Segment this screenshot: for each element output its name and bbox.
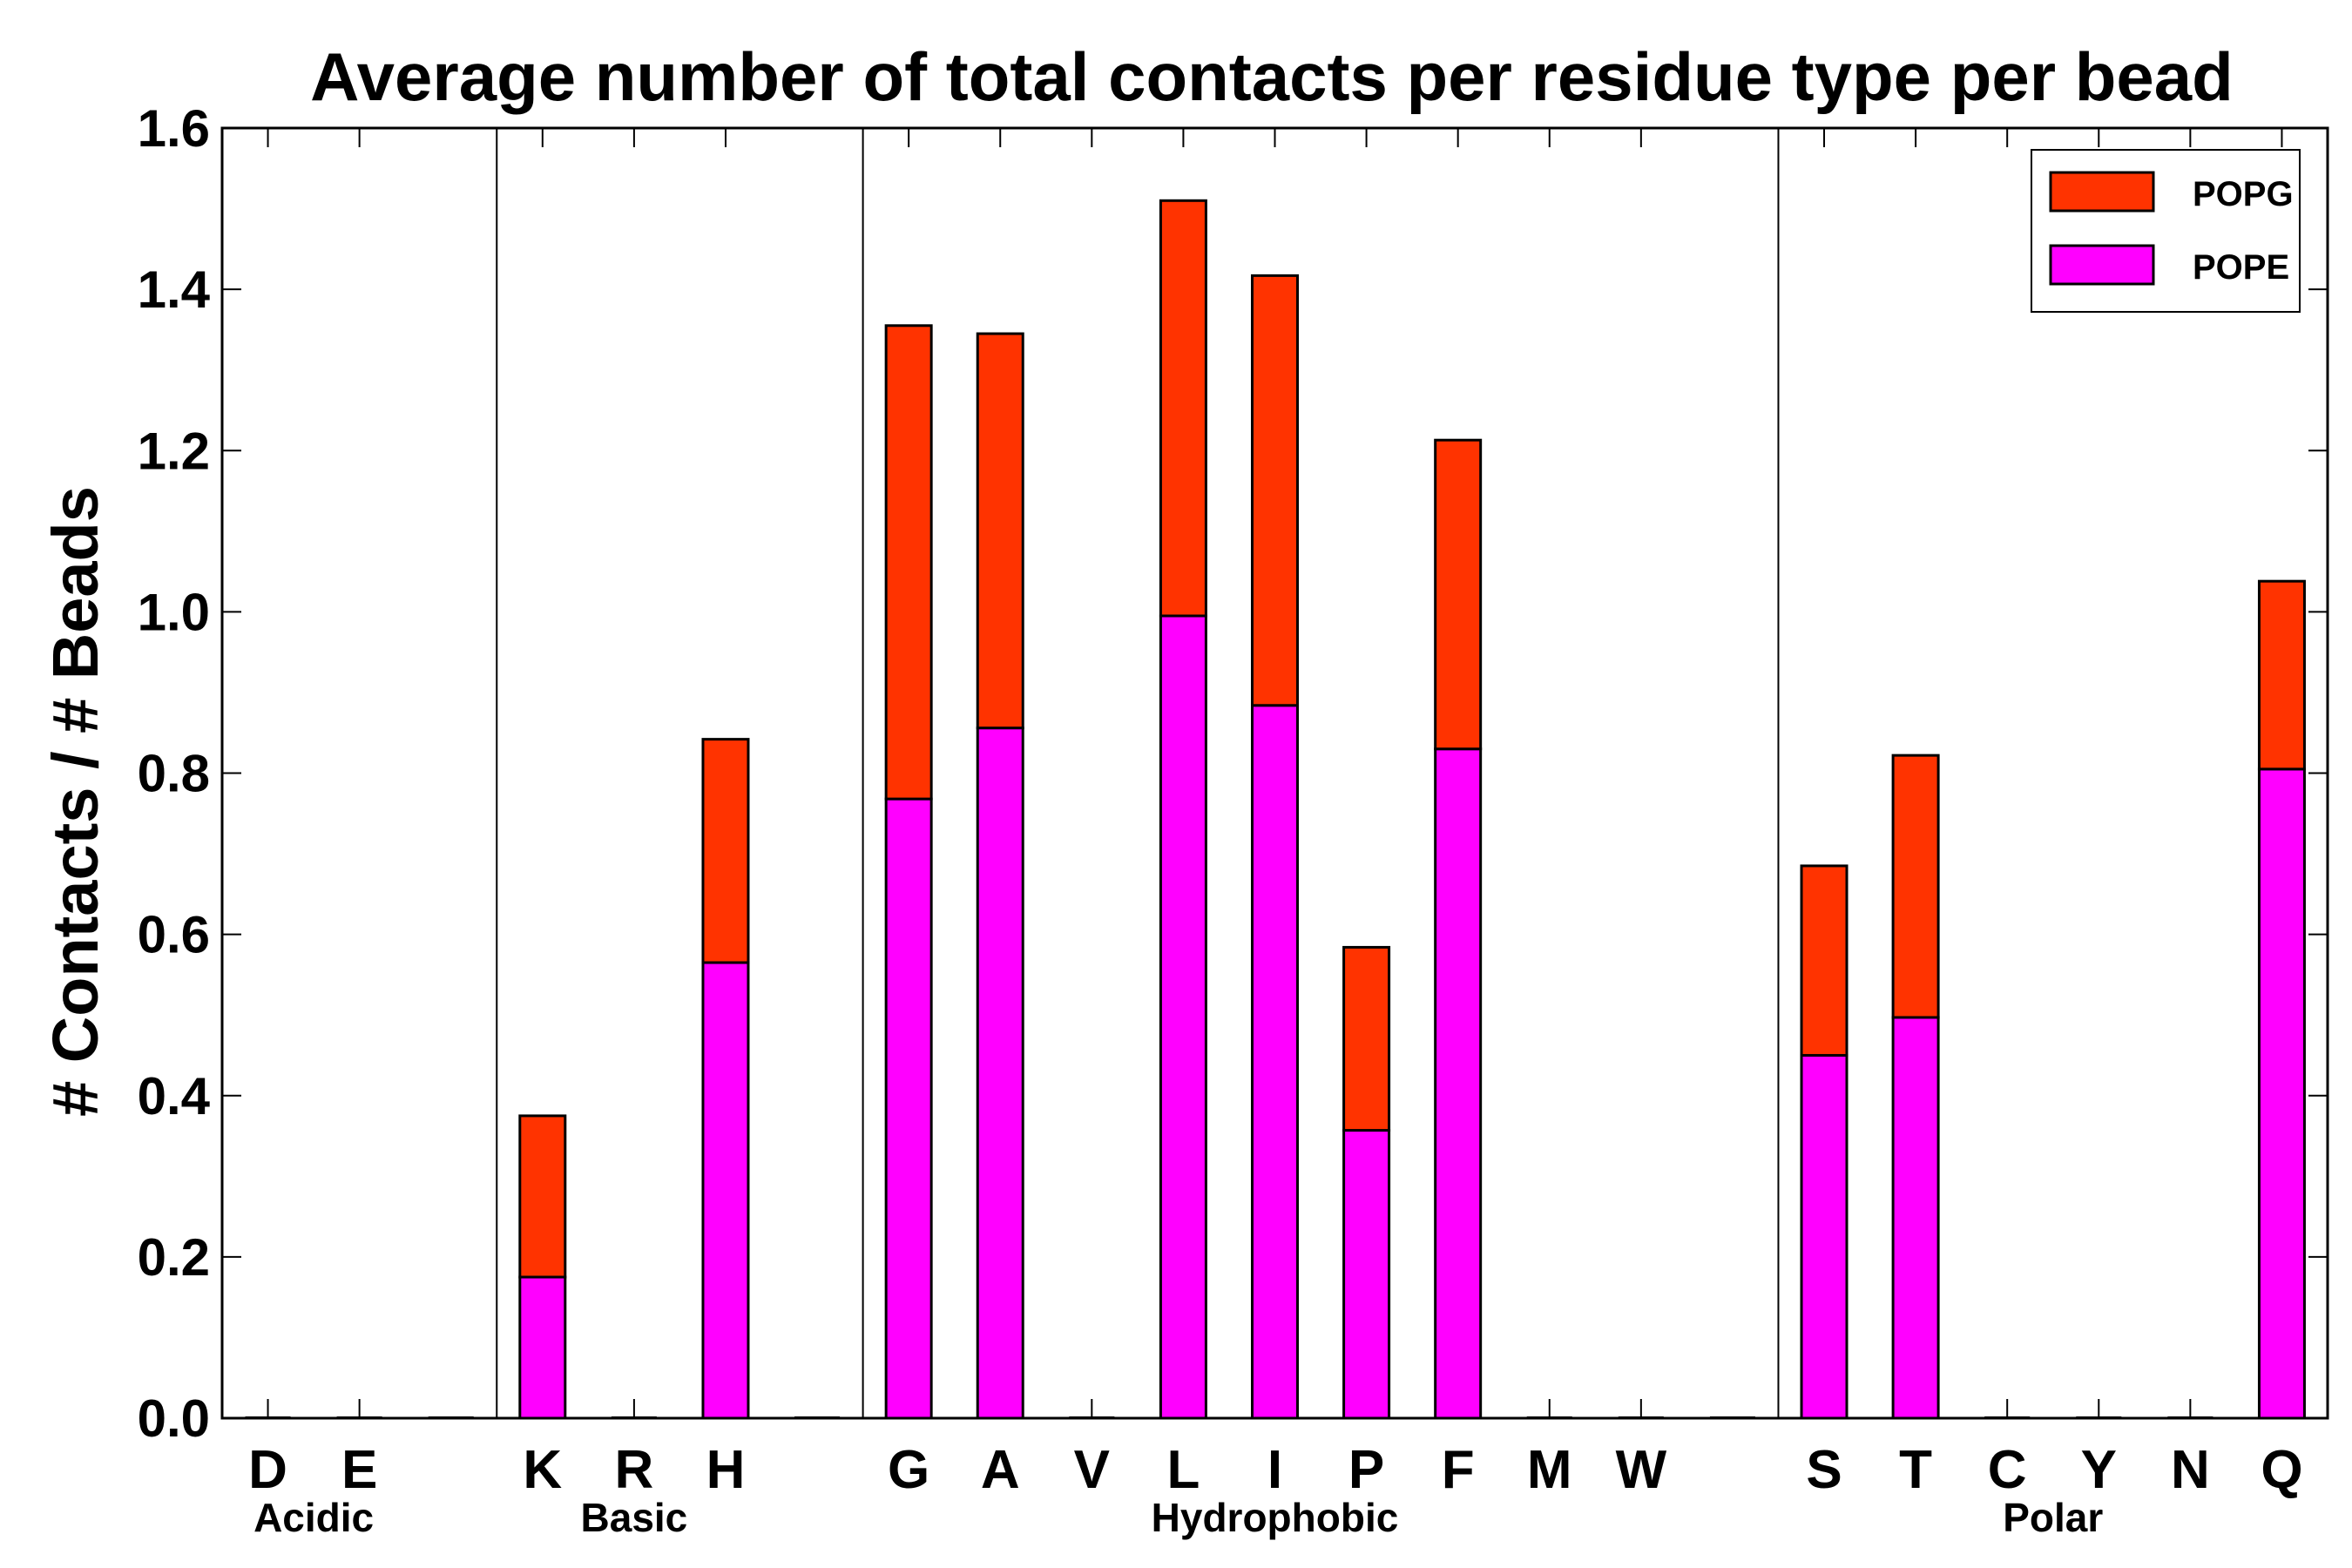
x-tick-label: V — [1074, 1440, 1110, 1500]
y-tick-label: 0.2 — [138, 1228, 210, 1287]
y-axis-label: # Contacts / # Beads — [39, 486, 112, 1117]
bar-popg — [518, 1114, 567, 1279]
x-tick-label: L — [1166, 1440, 1200, 1500]
x-tick-label: F — [1442, 1440, 1475, 1500]
x-tick-label: Q — [2261, 1440, 2302, 1500]
x-tick-label: W — [1616, 1440, 1667, 1500]
x-tick-label: I — [1267, 1440, 1282, 1500]
legend-swatch-popg — [2049, 171, 2155, 213]
bar-pope — [1800, 1053, 1848, 1420]
y-tick-label: 1.4 — [138, 260, 211, 319]
bar-popg — [1434, 438, 1483, 751]
bar-popg — [976, 332, 1024, 730]
bar-pope — [701, 961, 750, 1420]
x-tick-label: G — [888, 1440, 929, 1500]
x-tick-label: A — [981, 1440, 1020, 1500]
x-tick-label: K — [523, 1440, 562, 1500]
y-tick-label: 0.4 — [138, 1067, 211, 1125]
x-tick-label: P — [1348, 1440, 1384, 1500]
y-tick-label: 0.0 — [138, 1389, 210, 1448]
x-tick-label: E — [341, 1440, 377, 1500]
legend-label-popg: POPG — [2193, 175, 2294, 213]
bar-popg — [1800, 864, 1848, 1057]
x-tick-label: H — [706, 1440, 746, 1500]
legend-swatch-pope — [2049, 244, 2155, 286]
bar-pope — [884, 797, 933, 1420]
x-tick-label: T — [1899, 1440, 1932, 1500]
x-tick-label: N — [2171, 1440, 2210, 1500]
bar-popg — [1159, 199, 1207, 618]
x-tick-label: C — [1988, 1440, 2027, 1500]
bar-popg — [1891, 754, 1940, 1019]
bar-pope — [1891, 1016, 1940, 1420]
bar-pope — [1251, 704, 1299, 1420]
bar-pope — [518, 1275, 567, 1420]
bar-popg — [701, 738, 750, 964]
plot-area: 0.0 0.2 0.4 0.6 0.8 1.0 1.2 1.4 1.6 D E K R H G A V L I P F M… — [138, 99, 2329, 1540]
x-tick-label: M — [1527, 1440, 1572, 1500]
bar-popg — [1251, 274, 1299, 707]
chart-title: Average number of total contacts per res… — [310, 38, 2234, 115]
bar-pope — [1434, 747, 1483, 1420]
group-label: Acidic — [253, 1495, 374, 1540]
y-tick-label: 0.6 — [138, 906, 210, 964]
group-label: Polar — [2003, 1495, 2103, 1540]
bar-popg — [1342, 945, 1391, 1132]
legend-label-pope: POPE — [2193, 248, 2289, 287]
x-tick-label: S — [1806, 1440, 1842, 1500]
bar-pope — [1342, 1129, 1391, 1420]
y-tick-label: 1.6 — [138, 99, 210, 158]
group-label: Basic — [581, 1495, 688, 1540]
x-tick-label: R — [615, 1440, 654, 1500]
y-tick-label: 1.2 — [138, 422, 210, 480]
group-label: Hydrophobic — [1152, 1495, 1399, 1540]
bar-pope — [1159, 614, 1207, 1420]
y-tick-label: 1.0 — [138, 583, 210, 641]
bar-pope — [2257, 767, 2306, 1420]
x-tick-label: Y — [2081, 1440, 2117, 1500]
bar-popg — [884, 324, 933, 801]
bar-popg — [2257, 579, 2306, 771]
x-tick-label: D — [248, 1440, 287, 1500]
y-tick-label: 0.8 — [138, 745, 210, 803]
bar-pope — [976, 727, 1024, 1420]
